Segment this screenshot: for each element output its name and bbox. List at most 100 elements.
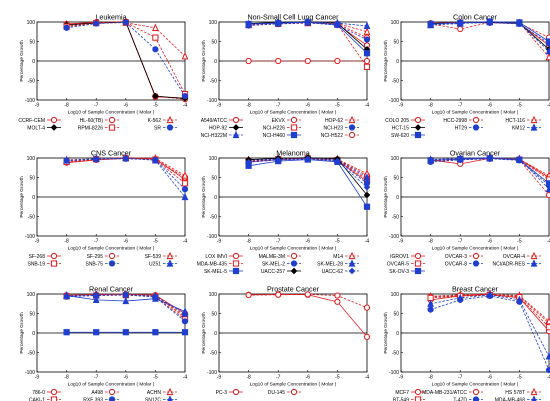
data-point xyxy=(545,184,550,193)
legend-swatch-marker xyxy=(108,396,116,401)
panel-title: Breast Cancer xyxy=(452,285,499,294)
data-point xyxy=(545,52,550,61)
y-tick-label: 50 xyxy=(211,40,217,46)
legend: PC-3 DU-145 xyxy=(216,388,301,396)
x-tick-label: -9 xyxy=(399,239,404,245)
legend-label: T-47D xyxy=(453,398,467,401)
y-tick-label: 100 xyxy=(27,156,36,162)
legend-label: MCF7 xyxy=(395,390,409,396)
y-tick-label: -100 xyxy=(25,98,35,104)
data-point xyxy=(122,19,129,26)
data-point xyxy=(245,57,252,65)
legend-swatch-marker xyxy=(472,252,480,260)
y-tick-label: -100 xyxy=(25,370,35,376)
legend-swatch-marker xyxy=(166,251,174,260)
series-uacc-62 xyxy=(245,155,371,191)
x-axis-label: Log10 of Sample Concentration ( Molar ) xyxy=(250,110,337,116)
legend-label: K-562 xyxy=(148,118,162,124)
data-point xyxy=(363,21,371,29)
x-axis-label: Log10 of Sample Concentration ( Molar ) xyxy=(432,382,519,388)
data-point xyxy=(181,329,189,336)
legend-swatch-marker xyxy=(108,260,116,267)
y-tick-label: -50 xyxy=(392,215,399,221)
data-point xyxy=(122,153,130,162)
series-line xyxy=(66,157,186,178)
data-point xyxy=(334,21,341,28)
series-line xyxy=(248,158,368,176)
data-point xyxy=(545,352,550,360)
x-tick-label: -7 xyxy=(94,375,99,381)
legend-label: ACHN xyxy=(147,390,162,396)
panel-title: Ovarian Cancer xyxy=(450,149,501,158)
data-point xyxy=(545,191,550,199)
legend-swatch-marker xyxy=(166,124,174,131)
data-point xyxy=(245,158,252,166)
data-point xyxy=(304,155,312,163)
y-tick-label: 100 xyxy=(391,292,400,298)
legend-label: MDA-MB-468 xyxy=(495,398,526,401)
y-tick-label: 50 xyxy=(211,312,217,318)
x-tick-label: -4 xyxy=(183,103,188,109)
x-tick-label: -8 xyxy=(246,375,251,381)
legend-swatch-marker xyxy=(348,131,356,139)
legend-swatch-marker xyxy=(290,260,298,267)
y-tick-label: -50 xyxy=(210,79,217,85)
data-point xyxy=(122,329,129,336)
legend-swatch-marker xyxy=(472,124,480,131)
data-point xyxy=(363,36,371,43)
x-tick-label: -8 xyxy=(64,239,69,245)
y-axis-label: Percentage Growth xyxy=(19,40,25,82)
legend-label: KM12 xyxy=(512,126,525,132)
y-tick-label: -100 xyxy=(389,234,399,240)
legend-label: A549/ATCC xyxy=(201,118,228,124)
x-tick-label: -7 xyxy=(94,103,99,109)
y-tick-label: 0 xyxy=(214,195,217,201)
legend-label: NCI/ADR-RES xyxy=(492,262,525,268)
y-axis-label: Percentage Growth xyxy=(201,176,207,218)
legend-swatch-marker xyxy=(472,116,480,124)
legend-swatch-marker xyxy=(530,251,538,260)
series-mda-mb-468 xyxy=(427,290,550,360)
series-nci-h460 xyxy=(245,19,371,57)
series-line xyxy=(66,21,186,97)
data-point xyxy=(545,316,550,325)
x-axis-label: Log10 of Sample Concentration ( Molar ) xyxy=(432,110,519,116)
y-tick-label: -50 xyxy=(28,351,35,357)
x-tick-label: -5 xyxy=(335,375,340,381)
legend-label: UACC-62 xyxy=(322,269,344,275)
series-line xyxy=(248,158,368,184)
data-point xyxy=(334,157,341,165)
panel-melanoma: Melanoma -100 -50 0 50 100 -9 -8 -7 -6 -5 -4 Percent… xyxy=(197,149,371,275)
y-axis-label: Percentage Growth xyxy=(201,312,207,354)
data-point xyxy=(181,307,189,315)
legend-label: SN12C xyxy=(145,398,162,401)
legend-label: DU-145 xyxy=(268,390,285,396)
data-point xyxy=(457,19,464,26)
legend-swatch-marker xyxy=(50,252,58,260)
data-point xyxy=(545,324,550,331)
series-line xyxy=(66,294,186,320)
legend-label: SK-OV-3 xyxy=(389,269,409,275)
y-tick-label: -50 xyxy=(28,79,35,85)
x-tick-label: -6 xyxy=(306,103,311,109)
data-point xyxy=(92,154,100,162)
data-point xyxy=(427,20,434,28)
y-tick-label: -100 xyxy=(207,370,217,376)
data-point xyxy=(545,366,550,374)
legend-swatch-marker xyxy=(414,260,422,267)
series-line xyxy=(66,157,186,184)
legend-label: SR xyxy=(154,126,161,132)
legend: A549/ATCC EKVX HOP-62 HOP-92 NCI-H226 NCI-H23… xyxy=(201,115,359,139)
series-sr xyxy=(63,19,189,100)
legend: LOX IMVI MALME-3M M14 MDA-MB-435 SK-MEL-2 SK-… xyxy=(197,251,359,275)
y-tick-label: -50 xyxy=(392,79,399,85)
data-point xyxy=(93,20,100,27)
legend-label: OVCAR-4 xyxy=(503,254,525,260)
legend-label: SNB-19 xyxy=(27,262,45,268)
data-point xyxy=(545,46,550,55)
data-point xyxy=(363,57,371,65)
data-point xyxy=(63,156,70,164)
legend-label: HOP-92 xyxy=(209,126,227,132)
data-point xyxy=(457,25,464,33)
